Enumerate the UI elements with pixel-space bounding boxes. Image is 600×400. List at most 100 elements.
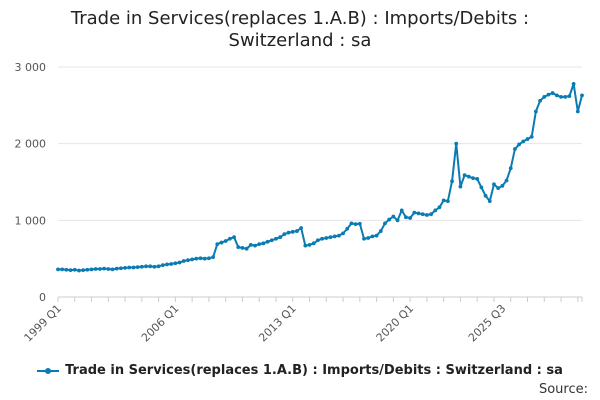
data-point[interactable]: [471, 176, 475, 181]
data-point[interactable]: [554, 93, 559, 98]
data-point[interactable]: [366, 236, 371, 240]
data-point[interactable]: [311, 241, 316, 246]
data-point[interactable]: [521, 139, 526, 144]
data-point[interactable]: [362, 236, 366, 241]
data-point[interactable]: [349, 221, 354, 226]
data-point[interactable]: [215, 242, 220, 247]
data-point[interactable]: [274, 236, 278, 241]
data-point[interactable]: [378, 229, 383, 233]
legend[interactable]: Trade in Services(replaces 1.A.B) : Impo…: [0, 363, 600, 378]
data-point[interactable]: [571, 81, 576, 86]
data-point[interactable]: [139, 264, 144, 269]
data-point[interactable]: [303, 243, 308, 248]
data-point[interactable]: [131, 265, 136, 270]
data-point[interactable]: [580, 93, 584, 98]
data-point[interactable]: [353, 222, 358, 227]
data-point[interactable]: [223, 239, 228, 243]
data-point[interactable]: [336, 233, 341, 238]
data-point[interactable]: [408, 216, 413, 220]
data-point[interactable]: [236, 245, 241, 250]
data-point[interactable]: [202, 256, 207, 261]
data-point[interactable]: [177, 260, 182, 265]
data-point[interactable]: [148, 264, 153, 269]
data-point[interactable]: [420, 212, 425, 217]
data-point[interactable]: [433, 208, 438, 213]
data-point[interactable]: [156, 264, 161, 269]
data-point[interactable]: [190, 257, 195, 262]
data-point[interactable]: [575, 109, 580, 114]
data-point[interactable]: [227, 236, 232, 241]
data-point[interactable]: [114, 266, 119, 271]
data-point[interactable]: [186, 258, 190, 263]
data-point[interactable]: [207, 256, 211, 261]
data-point[interactable]: [261, 241, 266, 246]
data-point[interactable]: [466, 174, 471, 179]
data-point[interactable]: [370, 234, 375, 239]
data-point[interactable]: [412, 210, 417, 215]
data-point[interactable]: [458, 184, 463, 189]
data-point[interactable]: [462, 173, 467, 178]
data-point[interactable]: [445, 199, 450, 204]
data-point[interactable]: [508, 166, 513, 171]
data-point[interactable]: [429, 212, 433, 217]
data-point[interactable]: [320, 236, 324, 241]
data-point[interactable]: [253, 243, 257, 248]
data-point[interactable]: [118, 266, 123, 271]
data-point[interactable]: [165, 262, 169, 267]
data-point[interactable]: [399, 208, 404, 213]
data-point[interactable]: [328, 235, 333, 240]
data-point[interactable]: [387, 217, 392, 222]
data-point[interactable]: [492, 182, 496, 187]
data-point[interactable]: [416, 211, 421, 216]
data-point[interactable]: [479, 185, 484, 190]
data-point[interactable]: [144, 264, 148, 269]
data-point[interactable]: [248, 242, 253, 247]
data-point[interactable]: [299, 226, 304, 230]
data-point[interactable]: [219, 240, 224, 245]
data-point[interactable]: [383, 221, 387, 226]
data-point[interactable]: [98, 267, 102, 271]
data-point[interactable]: [513, 147, 517, 151]
data-point[interactable]: [265, 239, 270, 244]
data-point[interactable]: [567, 94, 572, 99]
data-point[interactable]: [152, 264, 157, 269]
data-point[interactable]: [424, 213, 429, 217]
data-point[interactable]: [169, 262, 174, 266]
data-point[interactable]: [194, 256, 199, 261]
data-point[interactable]: [295, 229, 299, 233]
data-point[interactable]: [345, 226, 350, 231]
data-point[interactable]: [269, 238, 274, 243]
data-point[interactable]: [56, 267, 60, 272]
data-point[interactable]: [286, 230, 291, 235]
data-point[interactable]: [240, 246, 245, 250]
data-point[interactable]: [85, 267, 90, 272]
data-point[interactable]: [517, 142, 522, 147]
data-point[interactable]: [525, 137, 530, 141]
data-point[interactable]: [542, 95, 547, 99]
data-point[interactable]: [533, 109, 538, 114]
data-point[interactable]: [395, 218, 400, 223]
data-point[interactable]: [487, 199, 492, 204]
data-point[interactable]: [316, 238, 320, 243]
data-point[interactable]: [181, 259, 186, 263]
data-point[interactable]: [324, 236, 329, 240]
data-point[interactable]: [450, 179, 454, 184]
data-point[interactable]: [127, 265, 132, 270]
data-point[interactable]: [198, 256, 203, 261]
data-point[interactable]: [232, 235, 236, 240]
data-point[interactable]: [475, 177, 480, 181]
data-point[interactable]: [374, 233, 379, 238]
data-point[interactable]: [135, 265, 140, 269]
data-point[interactable]: [404, 215, 408, 220]
data-point[interactable]: [278, 235, 283, 240]
data-point[interactable]: [64, 267, 69, 272]
data-point[interactable]: [173, 261, 178, 266]
data-point[interactable]: [60, 267, 65, 272]
data-point[interactable]: [563, 95, 568, 99]
data-point[interactable]: [437, 205, 442, 210]
data-point[interactable]: [483, 193, 488, 198]
data-point[interactable]: [559, 95, 563, 99]
data-point[interactable]: [81, 268, 86, 273]
data-point[interactable]: [102, 266, 107, 271]
data-point[interactable]: [244, 246, 249, 251]
